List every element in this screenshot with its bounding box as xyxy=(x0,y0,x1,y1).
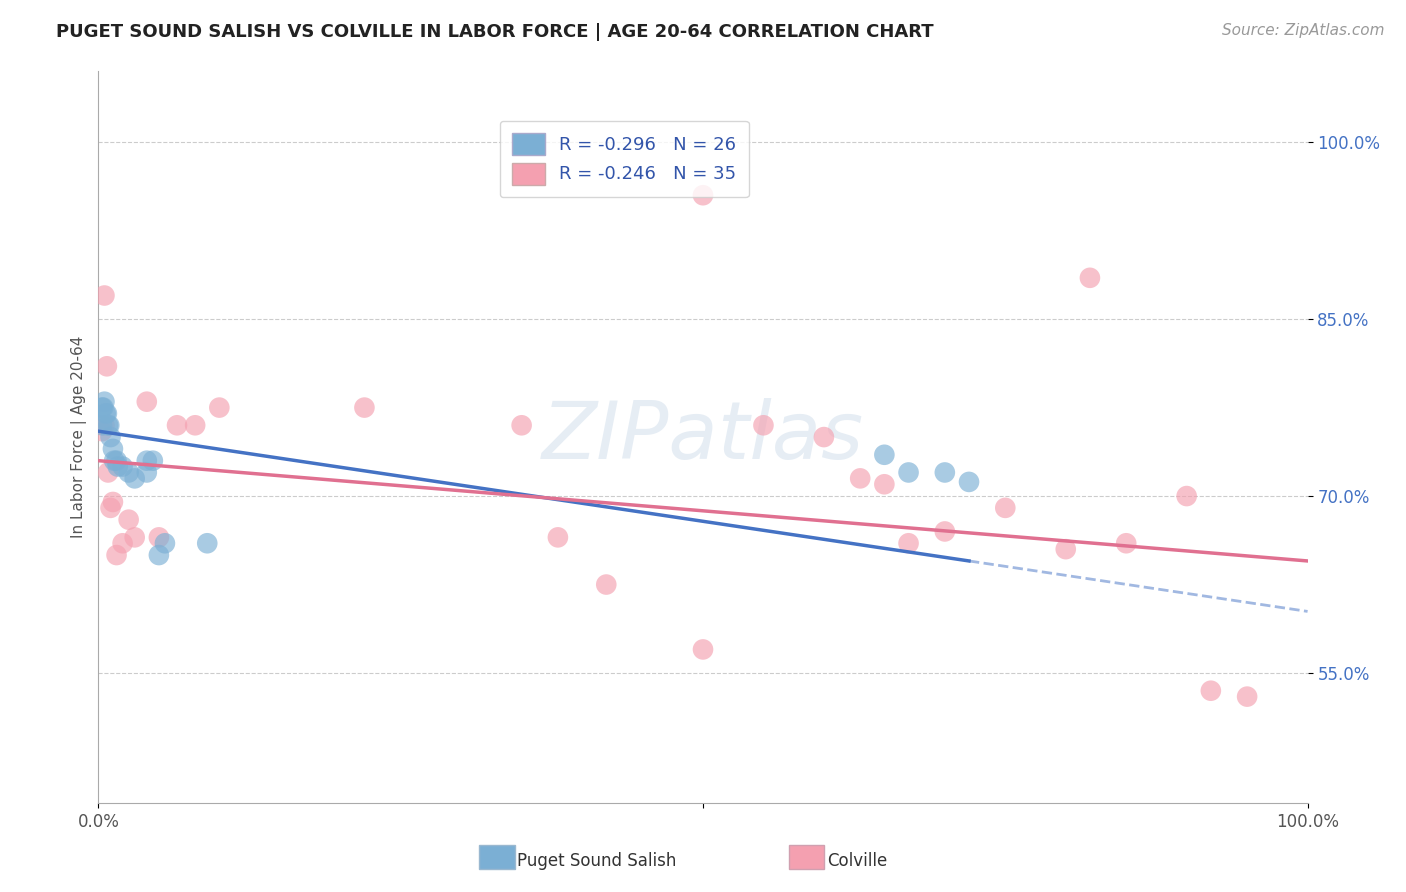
Point xyxy=(97,466,120,480)
Point xyxy=(897,536,920,550)
Point xyxy=(752,418,775,433)
Point xyxy=(101,442,124,456)
Point xyxy=(96,407,118,421)
Point xyxy=(510,418,533,433)
Point xyxy=(934,466,956,480)
Point xyxy=(353,401,375,415)
Y-axis label: In Labor Force | Age 20-64: In Labor Force | Age 20-64 xyxy=(72,336,87,538)
FancyBboxPatch shape xyxy=(479,845,515,869)
Point xyxy=(1236,690,1258,704)
Point xyxy=(98,418,121,433)
Point xyxy=(105,548,128,562)
Point xyxy=(91,424,114,438)
Point xyxy=(547,530,569,544)
Point xyxy=(142,453,165,467)
Point xyxy=(100,430,122,444)
Point xyxy=(166,418,188,433)
Point xyxy=(91,401,114,415)
Point xyxy=(184,418,207,433)
Point xyxy=(208,401,231,415)
Point xyxy=(91,418,114,433)
Point xyxy=(595,577,617,591)
Point xyxy=(135,453,157,467)
Point xyxy=(148,548,170,562)
Text: ZIPatlas: ZIPatlas xyxy=(541,398,865,476)
Point xyxy=(94,407,117,421)
Point xyxy=(96,359,118,374)
Point xyxy=(105,453,128,467)
Text: Colville: Colville xyxy=(827,852,887,870)
Point xyxy=(1175,489,1198,503)
Point xyxy=(101,495,124,509)
Point xyxy=(195,536,218,550)
Point xyxy=(91,401,114,415)
Point xyxy=(135,466,157,480)
Point xyxy=(93,288,115,302)
Point xyxy=(692,188,714,202)
Point xyxy=(957,475,980,489)
Point xyxy=(994,500,1017,515)
Point xyxy=(103,453,125,467)
Point xyxy=(100,500,122,515)
Point xyxy=(124,471,146,485)
Point xyxy=(93,418,115,433)
Text: Puget Sound Salish: Puget Sound Salish xyxy=(517,852,676,870)
Text: PUGET SOUND SALISH VS COLVILLE IN LABOR FORCE | AGE 20-64 CORRELATION CHART: PUGET SOUND SALISH VS COLVILLE IN LABOR … xyxy=(56,23,934,41)
Point xyxy=(873,477,896,491)
Legend: R = -0.296   N = 26, R = -0.246   N = 35: R = -0.296 N = 26, R = -0.246 N = 35 xyxy=(499,120,749,197)
Point xyxy=(111,536,134,550)
FancyBboxPatch shape xyxy=(789,845,824,869)
Point xyxy=(111,459,134,474)
Point xyxy=(118,466,141,480)
Text: Source: ZipAtlas.com: Source: ZipAtlas.com xyxy=(1222,23,1385,38)
Point xyxy=(692,642,714,657)
Point xyxy=(97,418,120,433)
Point xyxy=(107,459,129,474)
Point xyxy=(153,536,176,550)
Point xyxy=(934,524,956,539)
Point xyxy=(897,466,920,480)
Point xyxy=(118,513,141,527)
Point xyxy=(124,530,146,544)
Point xyxy=(849,471,872,485)
Point xyxy=(873,448,896,462)
Point xyxy=(813,430,835,444)
Point xyxy=(1115,536,1137,550)
Point xyxy=(1199,683,1222,698)
Point xyxy=(1054,542,1077,557)
Point xyxy=(148,530,170,544)
Point xyxy=(135,394,157,409)
Point xyxy=(1078,270,1101,285)
Point xyxy=(93,394,115,409)
